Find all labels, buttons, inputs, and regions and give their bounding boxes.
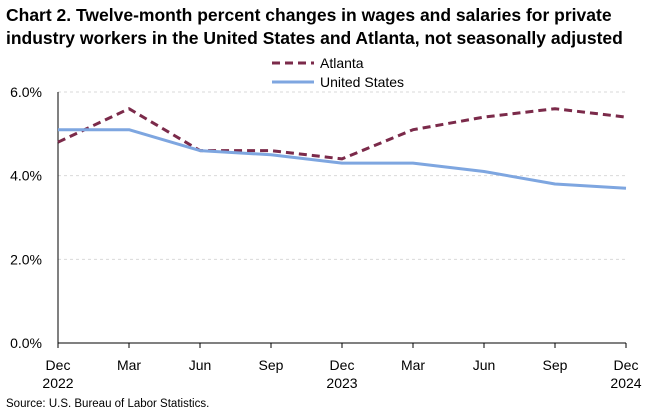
x-tick-label-month: Dec <box>614 357 639 373</box>
x-tick-label-year: 2022 <box>42 375 73 391</box>
source-note: Source: U.S. Bureau of Labor Statistics. <box>6 398 210 410</box>
x-tick-label-month: Mar <box>401 357 425 373</box>
chart-title: Chart 2. Twelve-month percent changes in… <box>6 4 661 50</box>
y-tick-label: 6.0% <box>10 84 42 100</box>
series-line-united-states <box>58 128 627 190</box>
x-tick-label-month: Dec <box>46 357 71 373</box>
x-tick-label-year: 2024 <box>610 375 641 391</box>
y-tick-label: 0.0% <box>10 335 42 351</box>
legend-label: United States <box>320 74 404 90</box>
x-tick-label-month: Sep <box>259 357 284 373</box>
series-line-atlanta <box>57 107 627 161</box>
y-tick-labels: 0.0% 2.0% 4.0% 6.0% <box>10 84 42 351</box>
legend-label: Atlanta <box>320 55 364 71</box>
legend: Atlanta United States <box>272 55 404 90</box>
x-tick-label-month: Jun <box>473 357 496 373</box>
x-tick-label-month: Jun <box>189 357 212 373</box>
y-tick-label: 4.0% <box>10 168 42 184</box>
chart-title-line-2: industry workers in the United States an… <box>6 28 623 48</box>
gridlines <box>58 91 626 260</box>
axes <box>57 92 627 348</box>
chart-title-line-1: Chart 2. Twelve-month percent changes in… <box>6 5 612 25</box>
y-tick-label: 2.0% <box>10 251 42 267</box>
series-lines <box>57 107 627 190</box>
x-tick-label-year: 2023 <box>326 375 357 391</box>
x-tick-label-month: Mar <box>117 357 141 373</box>
x-tick-labels: Dec 2022 Mar Jun Sep Dec 2023 Mar Jun Sep Dec 2024 <box>42 357 641 391</box>
x-tick-label-month: Sep <box>543 357 568 373</box>
x-tick-label-month: Dec <box>330 357 355 373</box>
